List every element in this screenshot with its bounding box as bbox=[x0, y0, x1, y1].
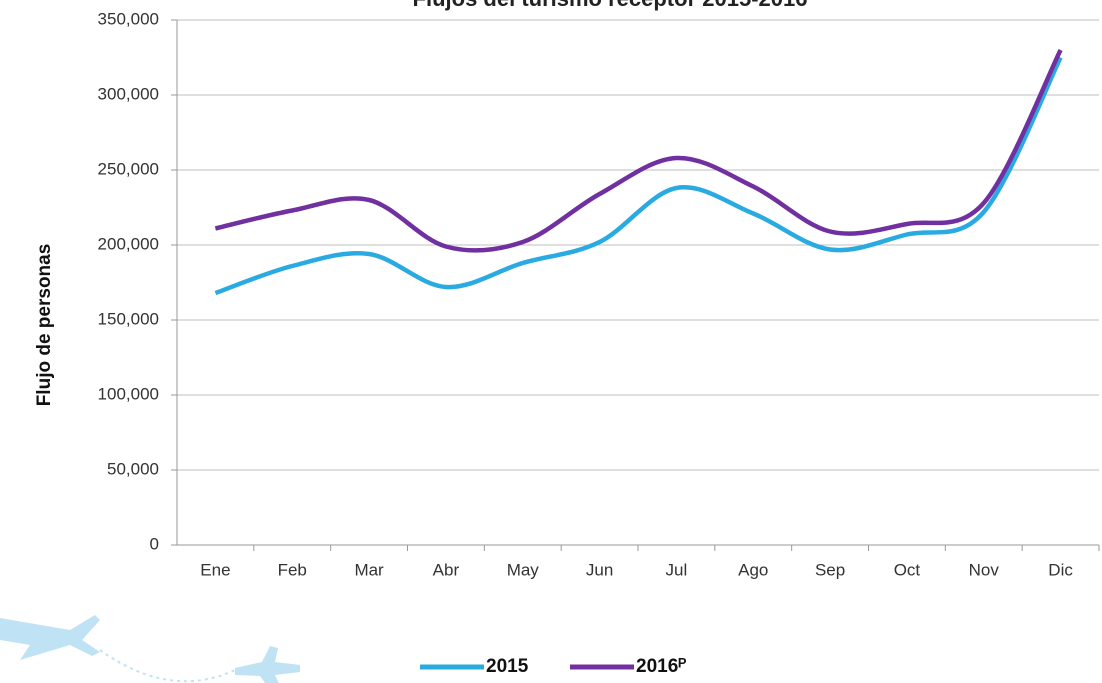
plane-icon bbox=[235, 646, 300, 683]
y-tick-label: 50,000 bbox=[107, 459, 159, 478]
y-tick-label: 300,000 bbox=[98, 84, 159, 103]
x-tick-label: Jul bbox=[666, 560, 688, 579]
y-tick-label: 250,000 bbox=[98, 159, 159, 178]
x-tick-label: Jun bbox=[586, 560, 613, 579]
x-tick-label: Nov bbox=[969, 560, 1000, 579]
x-tick-label: Oct bbox=[894, 560, 921, 579]
legend-label: 2016ᴾ bbox=[636, 656, 686, 677]
x-tick-label: Ago bbox=[738, 560, 768, 579]
x-tick-label: Abr bbox=[433, 560, 460, 579]
y-axis-label: Flujo de personas bbox=[34, 244, 55, 407]
legend-label: 2015 bbox=[486, 656, 529, 677]
series-line bbox=[215, 50, 1060, 250]
x-tick-label: Sep bbox=[815, 560, 845, 579]
plane-icon bbox=[0, 615, 100, 660]
chart-title: Flujos del turismo receptor 2015-2016 bbox=[413, 0, 808, 11]
y-tick-label: 150,000 bbox=[98, 309, 159, 328]
y-tick-label: 200,000 bbox=[98, 234, 159, 253]
x-tick-label: Dic bbox=[1048, 560, 1073, 579]
flight-path bbox=[100, 650, 235, 681]
chart: Flujos del turismo receptor 2015-2016 Fl… bbox=[0, 0, 1102, 683]
y-tick-label: 100,000 bbox=[98, 384, 159, 403]
y-tick-label: 0 bbox=[150, 534, 159, 553]
decoration bbox=[0, 615, 300, 683]
x-tick-label: Ene bbox=[200, 560, 230, 579]
series-line bbox=[215, 58, 1060, 294]
x-tick-label: May bbox=[507, 560, 540, 579]
x-tick-label: Feb bbox=[278, 560, 307, 579]
x-tick-label: Mar bbox=[354, 560, 384, 579]
y-tick-label: 350,000 bbox=[98, 9, 159, 28]
